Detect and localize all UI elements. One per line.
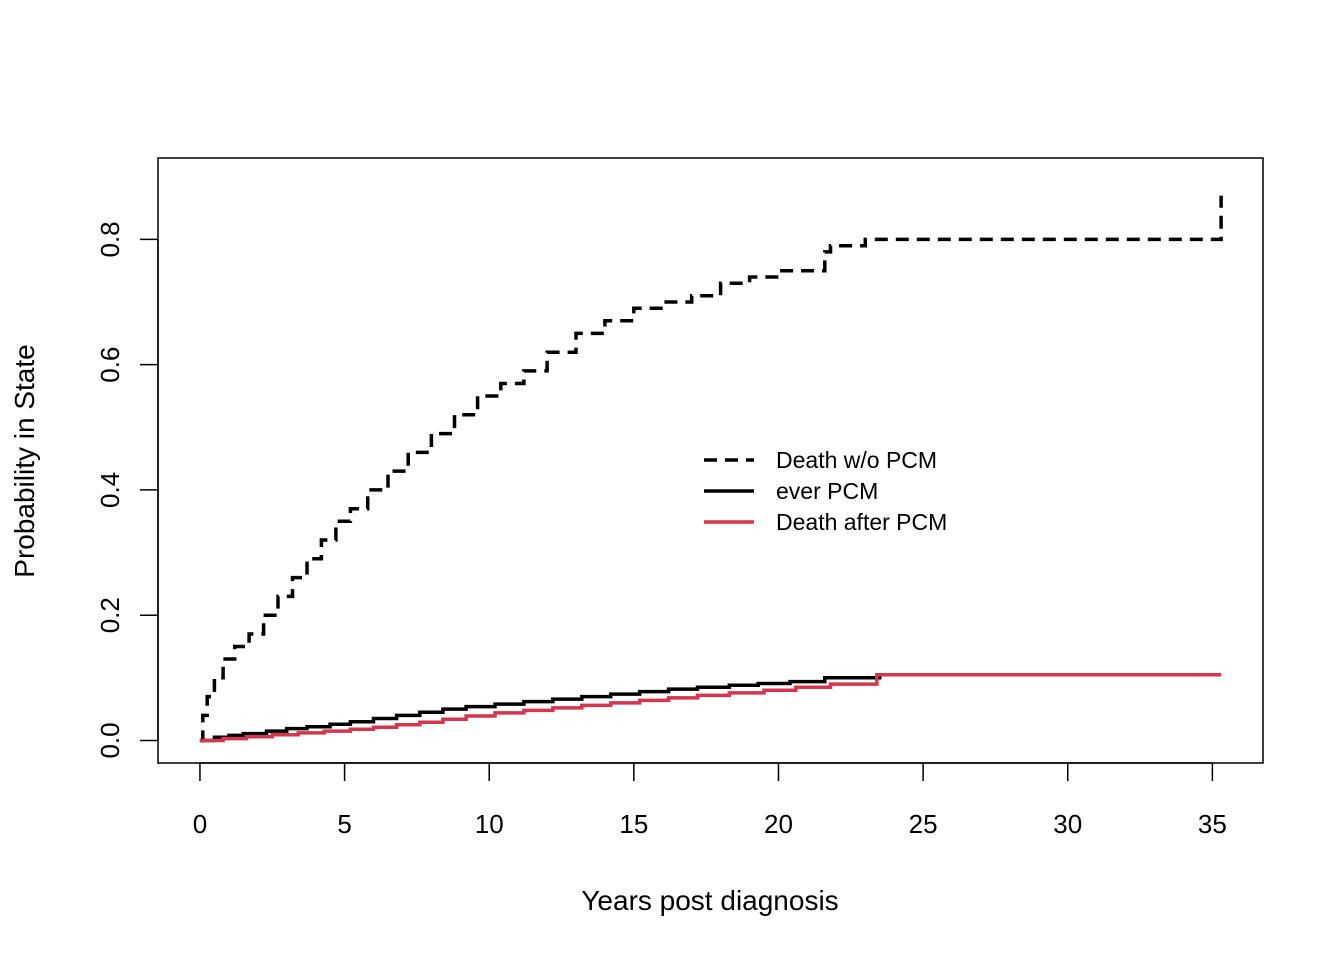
y-axis: 0.0 0.2 0.4 0.6 0.8: [95, 221, 159, 759]
legend-label-death-after-pcm: Death after PCM: [776, 509, 947, 535]
x-axis: 0 5 10 15 20 25 30 35: [193, 762, 1227, 839]
y-tick-label: 0.4: [95, 472, 125, 508]
series-layer: [199, 195, 1223, 743]
y-tick-label: 0.2: [95, 597, 125, 633]
legend-label-ever-pcm: ever PCM: [776, 478, 878, 504]
x-tick-label: 20: [764, 809, 793, 839]
x-tick-label: 15: [619, 809, 648, 839]
x-tick-label: 30: [1053, 809, 1082, 839]
x-tick-label: 35: [1198, 809, 1227, 839]
y-tick-label: 0.0: [95, 722, 125, 758]
x-tick-label: 25: [909, 809, 938, 839]
series-line-death-w-o-pcm: [199, 195, 1223, 743]
legend-label-death-w-o-pcm: Death w/o PCM: [776, 447, 937, 473]
y-tick-label: 0.6: [95, 347, 125, 383]
x-tick-label: 5: [337, 809, 351, 839]
x-tick-label: 0: [193, 809, 207, 839]
x-tick-label: 10: [475, 809, 504, 839]
y-axis-title: Probability in State: [9, 344, 40, 577]
x-axis-title: Years post diagnosis: [581, 885, 838, 916]
series-line-ever-pcm: [199, 672, 1222, 743]
series-line-death-after-pcm: [199, 672, 1222, 743]
legend: Death w/o PCM ever PCM Death after PCM: [704, 447, 947, 535]
y-tick-label: 0.8: [95, 221, 125, 257]
